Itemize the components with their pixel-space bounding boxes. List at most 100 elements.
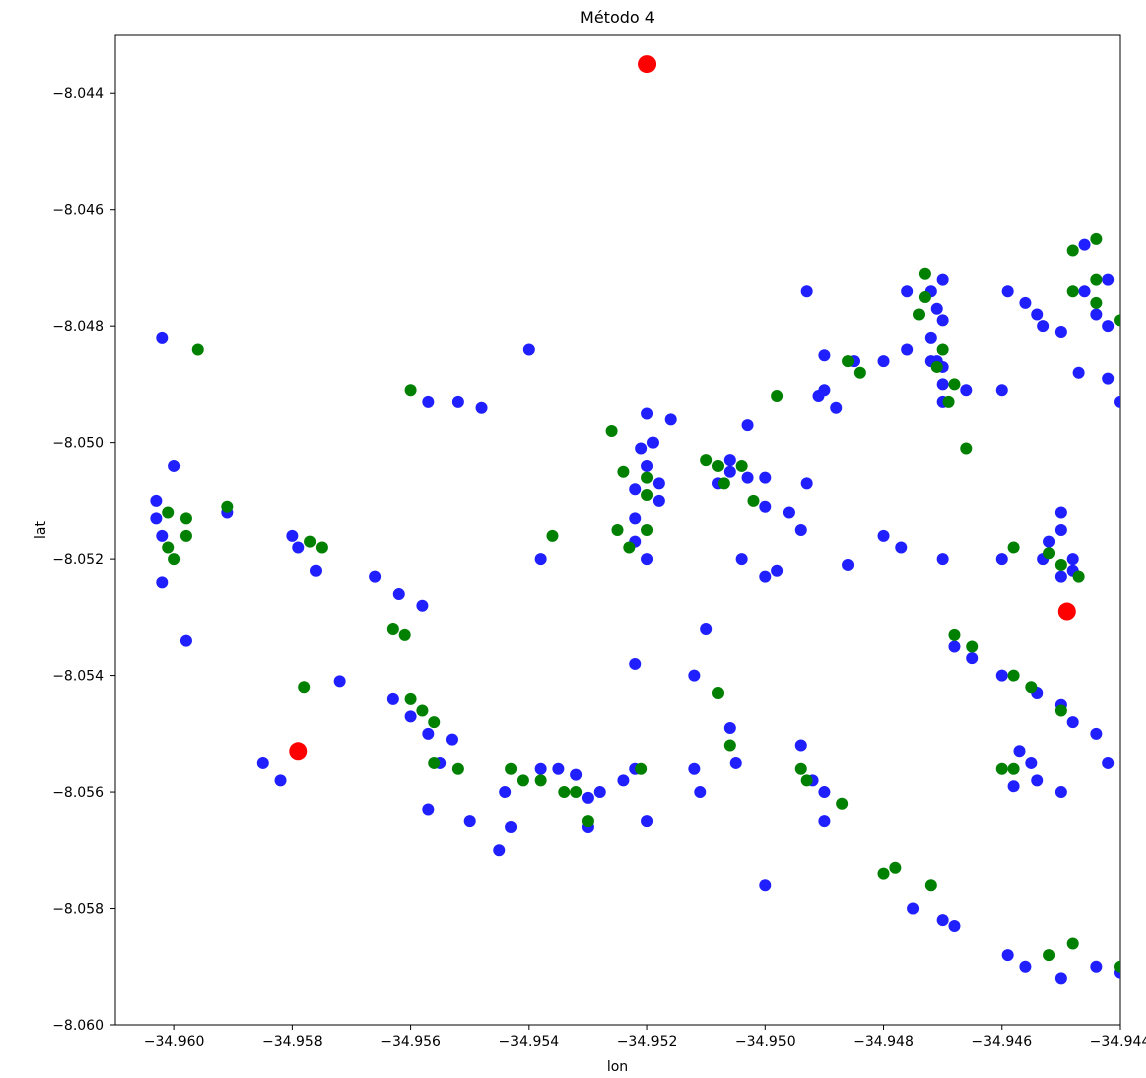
data-point	[310, 565, 322, 577]
data-point	[742, 472, 754, 484]
data-point	[818, 384, 830, 396]
y-tick-label: −8.060	[52, 1018, 104, 1034]
data-point	[795, 763, 807, 775]
data-point	[1002, 285, 1014, 297]
x-tick-label: −34.958	[262, 1034, 323, 1050]
data-point	[724, 739, 736, 751]
data-point	[1055, 972, 1067, 984]
data-point	[1090, 309, 1102, 321]
data-point	[960, 384, 972, 396]
data-point	[742, 419, 754, 431]
x-axis-label: lon	[607, 1059, 628, 1075]
data-point	[505, 821, 517, 833]
data-point	[818, 786, 830, 798]
data-point	[1079, 285, 1091, 297]
data-point	[1067, 716, 1079, 728]
data-point	[801, 774, 813, 786]
data-point	[180, 530, 192, 542]
data-point	[192, 343, 204, 355]
data-point	[638, 55, 656, 73]
data-point	[1043, 547, 1055, 559]
x-tick-label: −34.960	[144, 1034, 205, 1050]
data-point	[405, 384, 417, 396]
data-point	[446, 734, 458, 746]
data-point	[1102, 274, 1114, 286]
y-tick-label: −8.050	[52, 436, 104, 452]
data-point	[771, 390, 783, 402]
data-point	[452, 763, 464, 775]
data-point	[286, 530, 298, 542]
data-point	[836, 798, 848, 810]
data-point	[1067, 285, 1079, 297]
data-point	[1079, 239, 1091, 251]
data-point	[878, 355, 890, 367]
data-point	[937, 274, 949, 286]
data-point	[1025, 757, 1037, 769]
data-point	[428, 716, 440, 728]
data-point	[168, 460, 180, 472]
data-point	[919, 291, 931, 303]
data-point	[1019, 961, 1031, 973]
data-point	[931, 303, 943, 315]
data-point	[635, 442, 647, 454]
data-point	[1058, 603, 1076, 621]
data-point	[641, 472, 653, 484]
data-point	[1008, 763, 1020, 775]
data-point	[996, 670, 1008, 682]
data-point	[552, 763, 564, 775]
data-point	[736, 553, 748, 565]
data-point	[422, 804, 434, 816]
data-point	[937, 378, 949, 390]
data-point	[818, 815, 830, 827]
data-point	[150, 495, 162, 507]
data-point	[464, 815, 476, 827]
data-point	[724, 466, 736, 478]
data-point	[1073, 367, 1085, 379]
scatter-chart: −34.960−34.958−34.956−34.954−34.952−34.9…	[0, 0, 1146, 1078]
data-point	[948, 629, 960, 641]
data-point	[405, 710, 417, 722]
data-point	[724, 454, 736, 466]
data-point	[1055, 524, 1067, 536]
data-point	[901, 343, 913, 355]
x-tick-label: −34.950	[735, 1034, 796, 1050]
data-point	[558, 786, 570, 798]
data-point	[1090, 728, 1102, 740]
data-point	[617, 774, 629, 786]
y-axis-label: lat	[33, 521, 49, 539]
data-point	[582, 815, 594, 827]
data-point	[1002, 949, 1014, 961]
data-point	[641, 408, 653, 420]
data-point	[387, 693, 399, 705]
data-point	[1031, 774, 1043, 786]
data-point	[1055, 786, 1067, 798]
x-tick-label: −34.948	[853, 1034, 914, 1050]
data-point	[937, 914, 949, 926]
data-point	[1031, 309, 1043, 321]
data-point	[298, 681, 310, 693]
data-point	[759, 472, 771, 484]
data-point	[1014, 745, 1026, 757]
data-point	[369, 571, 381, 583]
data-point	[523, 343, 535, 355]
data-point	[641, 460, 653, 472]
x-tick-label: −34.954	[498, 1034, 559, 1050]
data-point	[1025, 681, 1037, 693]
data-point	[156, 576, 168, 588]
data-point	[830, 402, 842, 414]
data-point	[1055, 559, 1067, 571]
data-point	[1090, 297, 1102, 309]
chart-background	[0, 0, 1146, 1078]
data-point	[1102, 373, 1114, 385]
y-tick-label: −8.048	[52, 319, 104, 335]
data-point	[700, 454, 712, 466]
data-point	[594, 786, 606, 798]
data-point	[878, 868, 890, 880]
chart-svg: −34.960−34.958−34.956−34.954−34.952−34.9…	[0, 0, 1146, 1078]
data-point	[937, 553, 949, 565]
data-point	[334, 675, 346, 687]
data-point	[221, 501, 233, 513]
x-tick-label: −34.956	[380, 1034, 441, 1050]
data-point	[653, 495, 665, 507]
y-tick-label: −8.046	[52, 203, 104, 219]
